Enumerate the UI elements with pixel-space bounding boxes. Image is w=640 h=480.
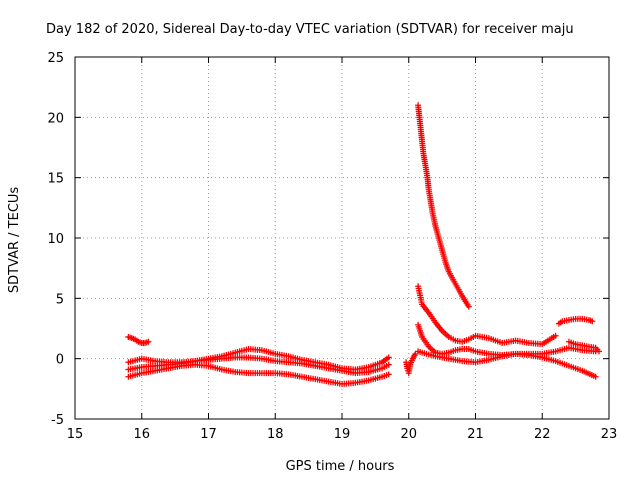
series-group xyxy=(565,338,602,355)
x-axis-ticks: 15 16 17 18 19 20 21 22 23 xyxy=(67,57,618,442)
data-point xyxy=(145,338,152,345)
x-tick-label: 23 xyxy=(601,427,618,442)
data-point xyxy=(385,354,392,361)
data-points xyxy=(125,102,602,388)
x-axis-label: GPS time / hours xyxy=(286,459,395,474)
y-tick-label: 10 xyxy=(47,232,64,247)
data-point xyxy=(385,361,392,368)
data-point xyxy=(592,373,599,380)
series-group xyxy=(415,102,472,310)
series-group xyxy=(415,283,559,348)
y-tick-label: 20 xyxy=(47,111,64,126)
y-tick-label: 15 xyxy=(47,172,64,187)
x-tick-label: 17 xyxy=(200,427,217,442)
data-point xyxy=(465,303,472,310)
x-tick-label: 22 xyxy=(534,427,551,442)
data-point xyxy=(595,348,602,355)
y-axis-ticks: -5 0 5 10 15 20 25 xyxy=(47,51,609,428)
series-group xyxy=(555,315,596,327)
data-point xyxy=(589,318,596,325)
y-axis-label: SDTVAR / TECUs xyxy=(7,187,22,294)
x-tick-label: 18 xyxy=(267,427,284,442)
x-tick-label: 15 xyxy=(67,427,84,442)
series-group xyxy=(403,350,419,377)
y-tick-label: -5 xyxy=(51,413,64,428)
y-tick-label: 0 xyxy=(56,353,64,368)
y-tick-label: 5 xyxy=(56,292,64,307)
x-tick-label: 19 xyxy=(334,427,351,442)
grid xyxy=(75,57,609,419)
data-point xyxy=(552,332,559,339)
chart-title: Day 182 of 2020, Sidereal Day-to-day VTE… xyxy=(46,22,574,37)
series-group xyxy=(125,361,392,388)
series-group xyxy=(125,354,392,377)
x-tick-label: 21 xyxy=(467,427,484,442)
data-point xyxy=(385,371,392,378)
y-tick-label: 25 xyxy=(47,51,64,66)
x-tick-label: 20 xyxy=(400,427,417,442)
series-group xyxy=(415,348,599,380)
x-tick-label: 16 xyxy=(133,427,150,442)
series-group xyxy=(125,333,152,346)
